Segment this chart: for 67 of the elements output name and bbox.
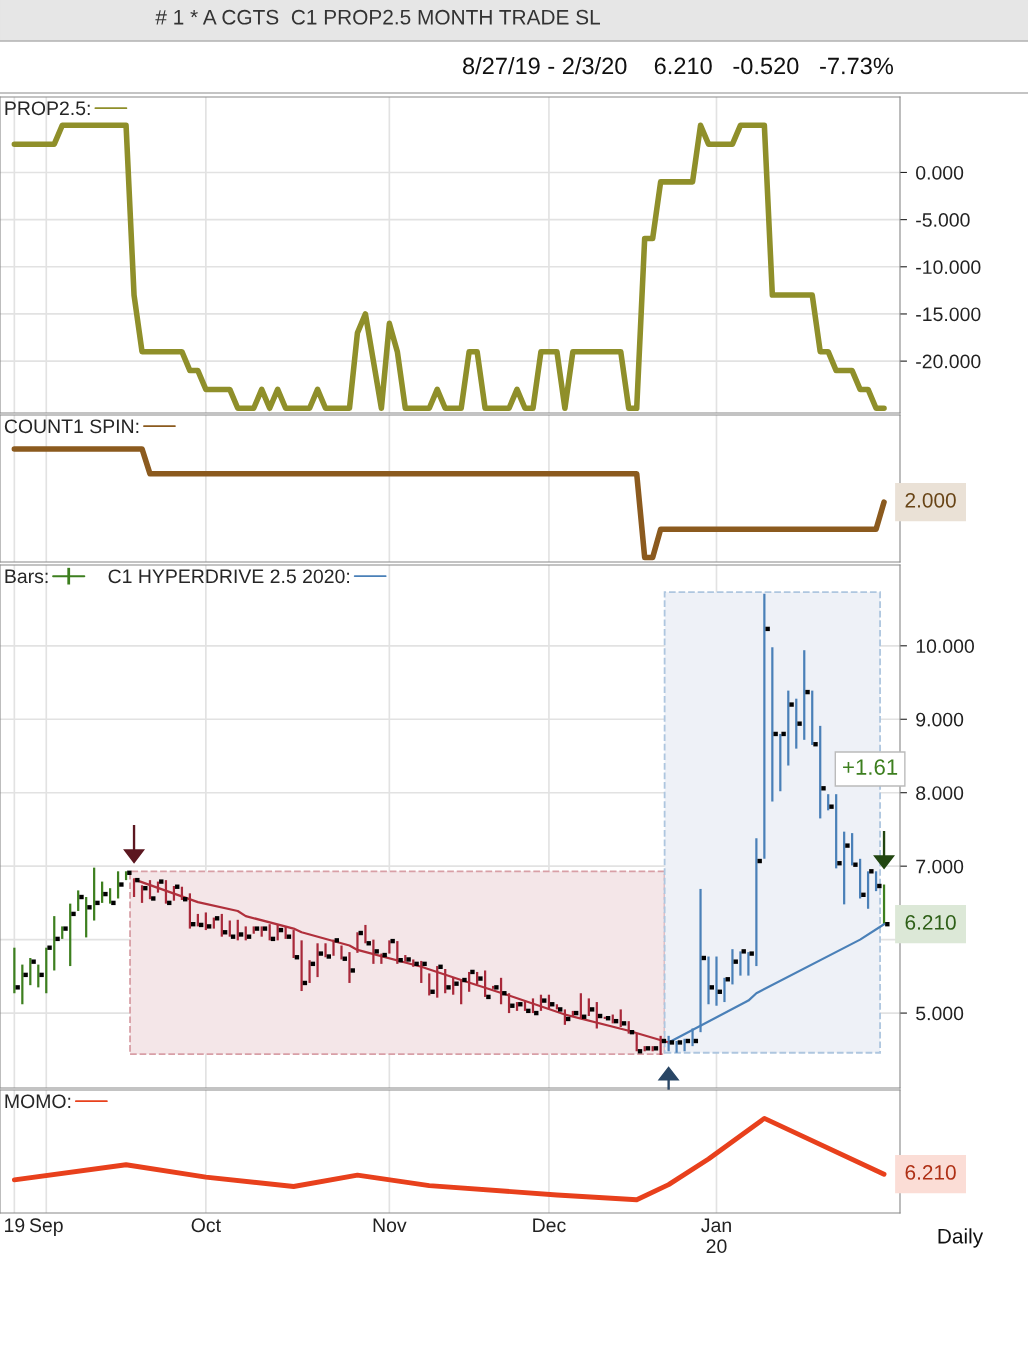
legend-label: MOMO: (5, 1094, 71, 1109)
legend-label: C1 HYPERDRIVE 2.5 2020: (108, 569, 349, 584)
legend-label: Bars: (5, 569, 48, 584)
bar (428, 973, 431, 996)
bar (683, 1038, 686, 1052)
bar (61, 926, 64, 939)
y-tick-label: -20.000 (916, 354, 981, 369)
y-tick-label: 10.000 (916, 639, 974, 654)
y-tick-label: 7.000 (916, 859, 964, 874)
bar (324, 943, 327, 958)
bar (723, 977, 726, 1003)
bar (77, 890, 80, 911)
bar (316, 943, 319, 978)
legend-label: PROP2.5: (5, 101, 90, 116)
bar (619, 1009, 622, 1028)
bar (715, 956, 718, 1006)
bar (140, 885, 144, 903)
bar (707, 956, 710, 1005)
y-tick-label: -10.000 (916, 260, 981, 275)
bar (755, 838, 758, 967)
bar (332, 939, 335, 956)
bar (731, 949, 734, 985)
bar (771, 647, 774, 802)
legend-label: COUNT1 SPIN: (4, 419, 139, 434)
bar (308, 960, 311, 983)
x-tick-label: Dec (533, 1218, 566, 1233)
bar (364, 924, 367, 944)
y-tick-label: 0.000 (916, 165, 964, 180)
bar (747, 952, 750, 976)
x-tick-label: Nov (373, 1218, 407, 1233)
bar (300, 940, 303, 992)
bar (93, 867, 96, 921)
x-tick-label: Jan 20 (701, 1218, 731, 1254)
bar (220, 913, 223, 937)
text: 6.210 (905, 915, 956, 930)
bar (260, 926, 263, 937)
bar (292, 930, 295, 958)
text: 6.210 (905, 1165, 956, 1180)
bar (388, 940, 391, 954)
bar (340, 945, 343, 960)
chart-title: # 1 * A CGTS C1 PROP2.5 MONTH TRADE SL (155, 9, 600, 25)
bar (787, 690, 790, 766)
bar (348, 952, 351, 983)
bar (124, 871, 128, 881)
bar (244, 926, 247, 941)
bar (763, 593, 766, 859)
bar (739, 951, 742, 976)
y-tick-label: 8.000 (916, 786, 964, 800)
x-tick-label: 19 (5, 1218, 25, 1233)
bar (587, 998, 590, 1017)
bar (372, 939, 375, 964)
bar (866, 871, 870, 909)
y-tick-label: 9.000 (916, 712, 964, 727)
annotation: +1.61 (843, 759, 898, 775)
chart-subtitle: 8/27/19 - 2/3/20 6.210 -0.520 -7.73% (463, 57, 894, 75)
x-tick-label: Oct (191, 1218, 221, 1233)
y-tick-label: -5.000 (916, 213, 970, 227)
y-tick-label: -15.000 (916, 307, 981, 322)
text: 2.000 (905, 492, 956, 508)
text: Daily (938, 1228, 984, 1248)
x-tick-label: Sep (29, 1218, 63, 1236)
bar (803, 650, 806, 740)
bar (356, 932, 359, 953)
bar (204, 912, 207, 931)
bar (874, 871, 878, 892)
y-tick-label: 5.000 (916, 1006, 964, 1021)
bar (108, 888, 112, 904)
